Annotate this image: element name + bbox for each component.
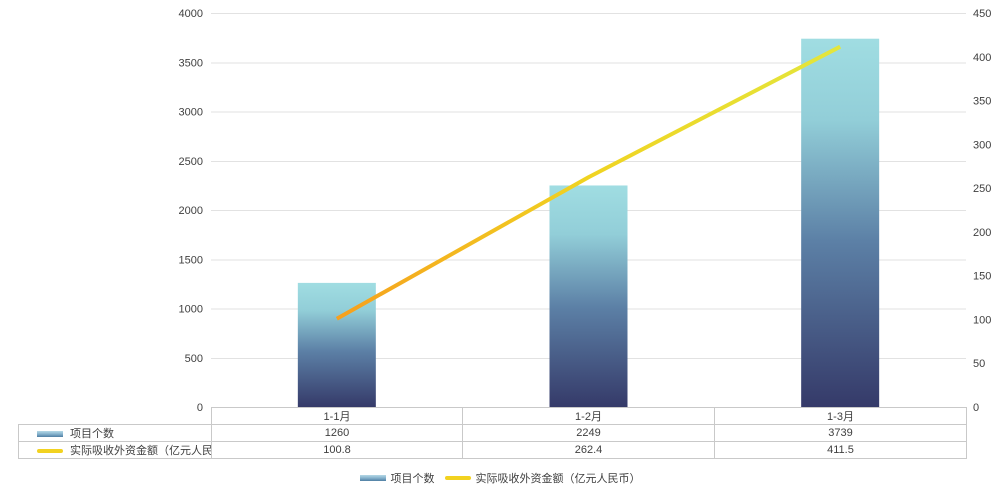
left-axis-tick-label: 1500 — [179, 254, 203, 266]
table-cell: 262.4 — [462, 441, 715, 459]
left-axis-tick-label: 3500 — [179, 57, 203, 69]
line-series — [335, 44, 842, 321]
right-axis-tick-label: 350 — [973, 96, 991, 108]
right-axis-tick-label: 200 — [973, 227, 991, 239]
table-cell: 100.8 — [211, 441, 463, 459]
table-row-bar-series: 项目个数 1260 2249 3739 — [18, 424, 967, 442]
bar-1-3月 — [801, 38, 880, 408]
table-corner-cell — [19, 408, 212, 425]
table-row-line-series: 实际吸收外资金额（亿元人民币） 100.8 262.4 411.5 — [18, 441, 967, 459]
left-axis-tick-label: 500 — [185, 353, 203, 365]
right-axis-tick-label: 150 — [973, 271, 991, 283]
series-label: 实际吸收外资金额（亿元人民币） — [70, 445, 212, 457]
table-cell: 1260 — [211, 424, 463, 442]
series-label-cell: 项目个数 — [18, 424, 212, 442]
legend-label: 项目个数 — [390, 473, 435, 485]
left-axis-tick-label: 2000 — [179, 205, 203, 217]
series-label: 项目个数 — [70, 428, 114, 440]
category-header: 1-3月 — [714, 407, 967, 425]
category-header: 1-1月 — [211, 407, 463, 425]
bar-1-2月 — [549, 185, 628, 407]
legend-label: 实际吸收外资金额（亿元人民币） — [475, 473, 641, 485]
line-swatch-icon — [37, 449, 63, 454]
legend-item-line[interactable]: 实际吸收外资金额（亿元人民币） — [444, 470, 641, 486]
table-cell: 2249 — [462, 424, 715, 442]
legend-item-bar[interactable]: 项目个数 — [359, 470, 435, 486]
bar-swatch-icon — [359, 475, 386, 481]
right-axis-tick-label: 250 — [973, 183, 991, 195]
data-table: 1-1月 1-2月 1-3月 项目个数 1260 2249 3739 实际吸收外… — [18, 407, 967, 459]
right-axis-tick-label: 300 — [973, 139, 991, 151]
bar-swatch-icon — [37, 431, 63, 438]
chart-canvas: 0 500 1000 1500 2000 2500 3000 3500 4000 0 50 100 15… — [179, 8, 992, 414]
right-axis-tick-label: 0 — [973, 402, 979, 414]
series-label-cell: 实际吸收外资金额（亿元人民币） — [18, 441, 212, 459]
right-axis-tick-label: 100 — [973, 314, 991, 326]
table-cell: 3739 — [714, 424, 967, 442]
category-header: 1-2月 — [462, 407, 715, 425]
left-axis-tick-label: 0 — [197, 402, 203, 414]
table-header-row: 1-1月 1-2月 1-3月 — [19, 407, 967, 425]
right-axis-tick-label: 400 — [973, 52, 991, 64]
legend: 项目个数 实际吸收外资金额（亿元人民币） — [0, 470, 1000, 486]
left-axis-tick-label: 1000 — [179, 304, 203, 316]
line-swatch-icon — [444, 476, 471, 480]
left-axis-tick-label: 4000 — [179, 8, 203, 20]
right-axis-tick-label: 50 — [973, 358, 985, 370]
left-axis-tick-label: 2500 — [179, 156, 203, 168]
left-axis-tick-label: 3000 — [179, 107, 203, 119]
table-cell: 411.5 — [714, 441, 967, 459]
right-axis-tick-label: 450 — [973, 8, 991, 20]
